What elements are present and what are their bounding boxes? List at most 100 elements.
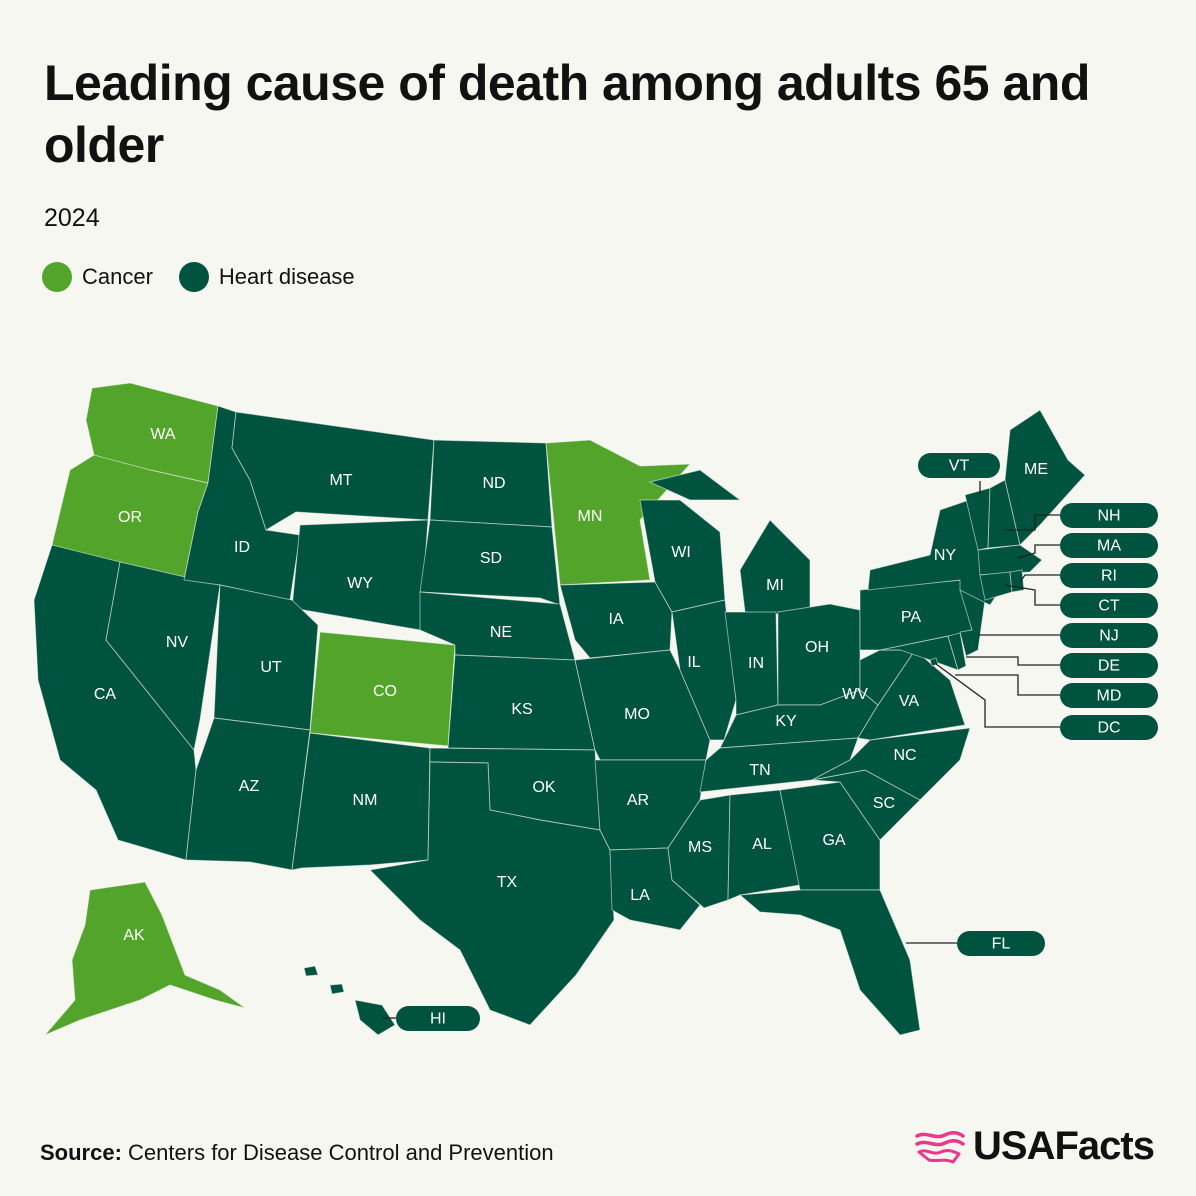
callout-pill-ct <box>1060 593 1158 618</box>
legend-dot-heart-disease <box>178 262 209 292</box>
state-label-il: IL <box>687 654 700 671</box>
state-label-id: ID <box>234 539 250 556</box>
state-label-or: OR <box>118 509 142 526</box>
callout-leader-dc <box>935 663 1060 728</box>
legend-item-cancer: Cancer <box>42 262 153 292</box>
state-label-nm: NM <box>353 792 378 809</box>
state-label-ny: NY <box>934 547 957 564</box>
state-label-ky: KY <box>775 713 797 730</box>
state-label-ma: MA <box>1097 538 1121 555</box>
state-ga <box>779 781 881 891</box>
callout-pill-fl <box>957 931 1045 956</box>
callout-pill-de <box>1060 653 1158 678</box>
legend-dot-cancer <box>42 262 72 292</box>
source-prefix: Source: <box>40 1140 122 1165</box>
state-label-hi: HI <box>430 1011 446 1028</box>
callout-pill-hi <box>396 1006 480 1031</box>
callout-pill-vt <box>918 453 1000 478</box>
state-label-mt: MT <box>329 472 352 489</box>
state-ak <box>44 881 246 1036</box>
callout-hi: HI <box>382 1006 480 1031</box>
state-me <box>1004 409 1086 546</box>
state-label-ar: AR <box>627 792 649 809</box>
state-label-al: AL <box>752 836 772 853</box>
state-sd <box>419 519 561 606</box>
state-label-mo: MO <box>624 706 650 723</box>
callout-de: DE <box>966 653 1158 678</box>
state-label-md: MD <box>1097 688 1122 705</box>
state-hi <box>303 965 396 1036</box>
usafacts-wordmark: USAFacts <box>973 1124 1155 1168</box>
callouts-layer: VT NH MA RI CT NJ DE MD DC FL HI <box>382 453 1158 1031</box>
state-label-oh: OH <box>805 639 829 656</box>
states-layer <box>33 382 1086 1036</box>
state-label-ct: CT <box>1098 598 1120 615</box>
callout-pill-ri <box>1060 563 1158 588</box>
callout-leader-ri <box>1019 574 1060 583</box>
state-label-co: CO <box>373 683 397 700</box>
legend-label-cancer: Cancer <box>82 264 153 289</box>
state-label-nv: NV <box>166 634 189 651</box>
state-label-mn: MN <box>578 508 603 525</box>
callout-pill-nj <box>1060 623 1158 648</box>
state-label-tn: TN <box>749 762 770 779</box>
state-al <box>727 789 801 901</box>
state-label-wy: WY <box>347 575 373 592</box>
usafacts-logo: USAFacts <box>915 1124 1155 1169</box>
legend: Cancer Heart disease <box>42 262 381 292</box>
state-label-fl: FL <box>992 936 1011 953</box>
state-label-sd: SD <box>480 550 502 567</box>
state-label-dc: DC <box>1097 720 1120 737</box>
subtitle-year: 2024 <box>44 204 100 232</box>
state-label-in: IN <box>748 655 764 672</box>
callout-ct: CT <box>1004 584 1158 618</box>
state-label-vt: VT <box>949 458 970 475</box>
legend-item-heart-disease: Heart disease <box>178 262 355 292</box>
state-label-wi: WI <box>671 544 691 561</box>
callout-md: MD <box>955 674 1158 708</box>
state-label-ut: UT <box>260 659 282 676</box>
state-ut <box>213 584 319 731</box>
callout-pill-ma <box>1060 533 1158 558</box>
callout-pill-nh <box>1060 503 1158 528</box>
state-tx <box>369 761 615 1026</box>
page-title: Leading cause of death among adults 65 a… <box>44 55 1090 173</box>
callout-leader-nh <box>1005 514 1060 531</box>
callout-leader-ma <box>1017 544 1060 559</box>
callout-leader-md <box>955 674 1060 696</box>
state-label-ak: AK <box>123 927 145 944</box>
state-ma <box>977 544 1043 576</box>
state-label-sc: SC <box>873 795 895 812</box>
state-label-ga: GA <box>822 832 845 849</box>
state-mt <box>231 411 435 531</box>
state-label-pa: PA <box>901 609 921 626</box>
state-label-va: VA <box>899 693 919 710</box>
legend-label-heart-disease: Heart disease <box>218 264 355 289</box>
callout-ma: MA <box>1017 533 1158 559</box>
state-label-ia: IA <box>608 611 623 628</box>
state-label-ca: CA <box>94 686 117 703</box>
state-label-mi: MI <box>766 577 784 594</box>
state-label-az: AZ <box>239 778 260 795</box>
state-label-ms: MS <box>688 839 712 856</box>
callout-pill-dc <box>1060 715 1158 740</box>
state-label-ok: OK <box>532 779 555 796</box>
state-label-nh: NH <box>1097 508 1120 525</box>
state-label-ri: RI <box>1101 568 1117 585</box>
callout-ri: RI <box>1019 563 1158 588</box>
state-label-nc: NC <box>893 747 916 764</box>
state-label-nj: NJ <box>1099 628 1119 645</box>
source-text: Centers for Disease Control and Preventi… <box>128 1140 554 1165</box>
callout-nj: NJ <box>978 623 1158 648</box>
usafacts-flag-icon <box>915 1130 965 1163</box>
state-label-wa: WA <box>150 426 176 443</box>
state-label-la: LA <box>630 887 650 904</box>
state-label-ne: NE <box>490 624 512 641</box>
state-label-wv: WV <box>842 686 868 703</box>
callout-nh: NH <box>1005 503 1158 531</box>
callout-dc: DC <box>935 663 1158 740</box>
callout-vt: VT <box>918 453 1000 495</box>
callout-fl: FL <box>906 931 1045 956</box>
callout-leader-de <box>966 656 1060 666</box>
